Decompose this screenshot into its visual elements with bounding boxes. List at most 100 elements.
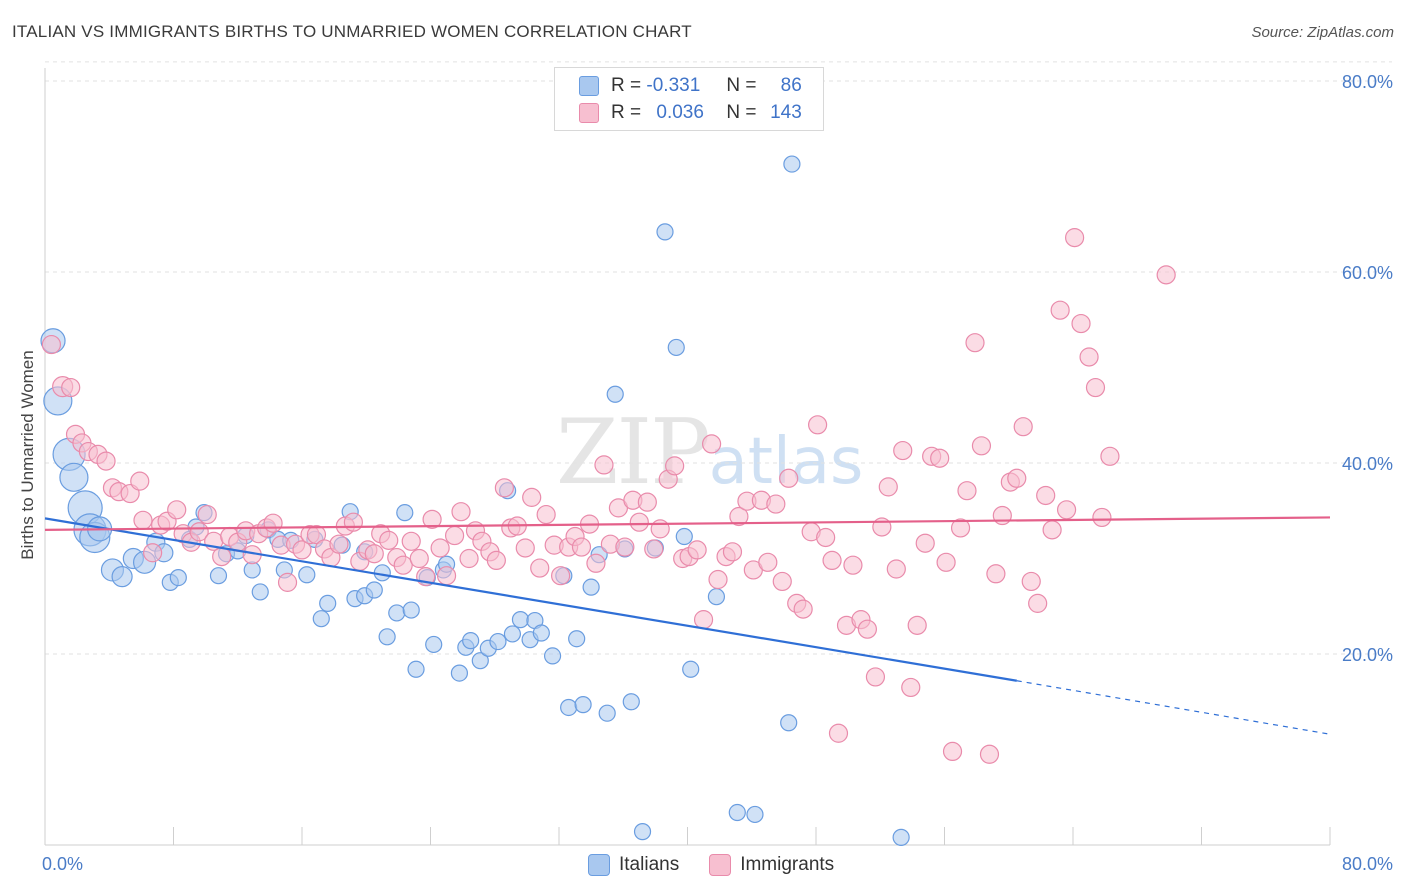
italians-point xyxy=(667,338,685,357)
immigrants-point xyxy=(536,504,556,525)
immigrants-point xyxy=(1100,446,1120,466)
italians-point xyxy=(319,594,337,612)
legend-row-immigrants: R = 0.036 N = 143 xyxy=(579,101,802,125)
trend-lines xyxy=(44,516,1331,735)
immigrants-point xyxy=(594,455,614,475)
immigrants-point xyxy=(263,513,283,533)
italians-point xyxy=(598,704,616,722)
legend-immigrants-r-label: R = xyxy=(611,102,642,123)
italians-point xyxy=(407,660,425,678)
immigrants-point xyxy=(96,451,116,471)
legend-italians-n: 86 xyxy=(780,75,802,96)
italians-point xyxy=(892,828,910,846)
y-tick-label: 20.0% xyxy=(1342,645,1393,665)
immigrants-point xyxy=(857,619,878,639)
italians-point xyxy=(543,647,562,665)
x-tick-label-min: 0.0% xyxy=(42,854,83,874)
immigrants-point xyxy=(292,540,312,560)
immigrants-point xyxy=(1007,468,1027,488)
immigrants-point xyxy=(1042,520,1062,540)
italians-point xyxy=(243,561,261,579)
immigrants-point xyxy=(772,571,792,592)
immigrants-point xyxy=(1156,265,1176,285)
immigrants-swatch xyxy=(709,854,732,876)
italians-trend-extension xyxy=(1016,680,1331,735)
immigrants-point xyxy=(459,548,479,569)
immigrants-point xyxy=(793,599,813,619)
immigrants-point xyxy=(41,334,62,355)
series-legend-italians[interactable]: Italians xyxy=(588,854,679,876)
italians-point xyxy=(633,823,652,841)
immigrants-point xyxy=(828,723,849,743)
immigrants-point xyxy=(779,468,799,488)
immigrants-point xyxy=(1092,507,1112,528)
immigrants-point xyxy=(986,564,1006,584)
immigrants-point xyxy=(950,518,971,538)
immigrants-point xyxy=(515,538,535,558)
x-tick-label-max: 80.0% xyxy=(1342,854,1393,874)
immigrants-point xyxy=(1021,571,1041,592)
immigrants-point xyxy=(979,744,1000,764)
immigrants-point xyxy=(766,494,786,514)
immigrants-point xyxy=(886,559,906,579)
immigrants-point xyxy=(436,566,457,586)
italians-point xyxy=(251,583,269,601)
immigrants-point xyxy=(816,527,836,548)
immigrants-point xyxy=(1071,313,1091,334)
italians-point xyxy=(682,660,700,678)
immigrants-point xyxy=(708,569,728,590)
immigrants-point xyxy=(644,539,664,559)
immigrants-point xyxy=(364,544,384,564)
immigrants-point xyxy=(486,550,506,571)
immigrants-point xyxy=(451,502,471,522)
immigrants-point xyxy=(878,477,898,497)
tick-labels: 20.0% 40.0% 60.0% 80.0% 0.0% 80.0% xyxy=(42,72,1393,874)
legend-italians-r-label: R = xyxy=(611,75,642,96)
legend-swatch-immigrants xyxy=(579,103,599,123)
series-legend-immigrants[interactable]: Immigrants xyxy=(709,854,834,876)
immigrants-point xyxy=(665,456,685,476)
italians-point xyxy=(728,803,746,822)
italians-point xyxy=(388,604,406,622)
immigrants-point xyxy=(430,538,450,558)
immigrants-point xyxy=(551,566,571,586)
italians-label: Italians xyxy=(619,854,680,875)
immigrants-point xyxy=(992,505,1012,526)
immigrants-point xyxy=(61,377,81,398)
immigrants-point xyxy=(901,677,921,698)
immigrants-point xyxy=(522,487,542,507)
immigrants-point xyxy=(907,615,927,635)
italians-point xyxy=(656,223,674,241)
italians-point xyxy=(532,624,550,642)
immigrants-point xyxy=(942,741,963,762)
y-tick-label: 80.0% xyxy=(1342,72,1393,92)
italians-point xyxy=(511,611,530,629)
italians-point xyxy=(111,566,133,588)
immigrants-point xyxy=(277,572,298,592)
immigrants-points xyxy=(41,228,1176,764)
y-tick-label: 40.0% xyxy=(1342,454,1393,474)
immigrants-point xyxy=(1056,500,1077,520)
italians-point xyxy=(606,385,624,403)
immigrants-point xyxy=(722,542,743,562)
immigrants-point xyxy=(329,534,349,554)
italians-point xyxy=(450,664,469,682)
immigrants-point xyxy=(843,555,863,575)
immigrants-point xyxy=(1036,485,1056,506)
immigrants-point xyxy=(650,519,670,539)
italians-point xyxy=(378,628,396,646)
italians-point xyxy=(780,714,798,732)
immigrants-point xyxy=(1085,377,1106,398)
immigrants-point xyxy=(379,530,399,550)
immigrants-point xyxy=(637,492,657,512)
immigrants-point xyxy=(133,510,153,530)
correlation-legend: R = -0.331 N = 86 R = 0.036 N = 143 xyxy=(554,67,824,131)
legend-italians-n-label: N = xyxy=(726,75,757,96)
italians-point xyxy=(365,581,383,599)
immigrants-point xyxy=(143,543,163,563)
legend-italians-r: -0.331 xyxy=(646,75,701,96)
immigrants-point xyxy=(957,481,977,501)
y-tick-label: 60.0% xyxy=(1342,263,1393,283)
immigrants-point xyxy=(965,333,985,353)
italians-point xyxy=(59,462,89,492)
